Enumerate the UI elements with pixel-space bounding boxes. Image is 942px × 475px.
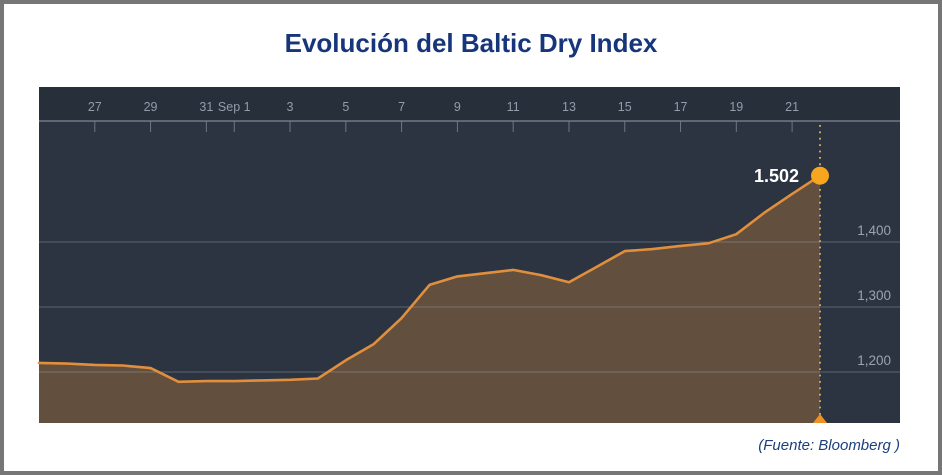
x-axis-tick-label: 7 xyxy=(398,100,405,114)
x-axis-tick-label: 27 xyxy=(88,100,102,114)
series-area-fill xyxy=(39,175,820,423)
x-axis-tick-label: 19 xyxy=(729,100,743,114)
y-axis-tick-label: 1,200 xyxy=(857,353,891,368)
series-line xyxy=(37,174,822,384)
last-value-marker-triangle xyxy=(813,414,827,423)
y-axis-tick-label: 1,400 xyxy=(857,223,891,238)
source-credit: (Fuente: Bloomberg ) xyxy=(758,437,900,454)
x-axis-tick-label: 9 xyxy=(454,100,461,114)
x-axis-tick-label: 15 xyxy=(618,100,632,114)
x-axis-tick-label: 5 xyxy=(342,100,349,114)
last-value-marker-dot xyxy=(811,166,829,185)
x-axis-label-band xyxy=(39,87,900,121)
x-axis-tick-label: 17 xyxy=(674,100,688,114)
x-axis-tick-label: Sep 1 xyxy=(218,100,251,114)
x-axis-tick-label: 13 xyxy=(562,100,576,114)
last-value-label: 1.502 xyxy=(754,166,799,186)
x-axis-tick-label: 29 xyxy=(144,100,158,114)
y-axis-tick-label: 1,300 xyxy=(857,288,891,303)
x-axis-tick-label: 3 xyxy=(287,100,294,114)
page-title: Evolución del Baltic Dry Index xyxy=(284,28,658,58)
x-axis-tick-label: 31 xyxy=(199,100,213,114)
x-axis-tick-label: 21 xyxy=(785,100,799,114)
x-axis-tick-label: 11 xyxy=(507,100,520,114)
plot-area xyxy=(39,121,900,423)
